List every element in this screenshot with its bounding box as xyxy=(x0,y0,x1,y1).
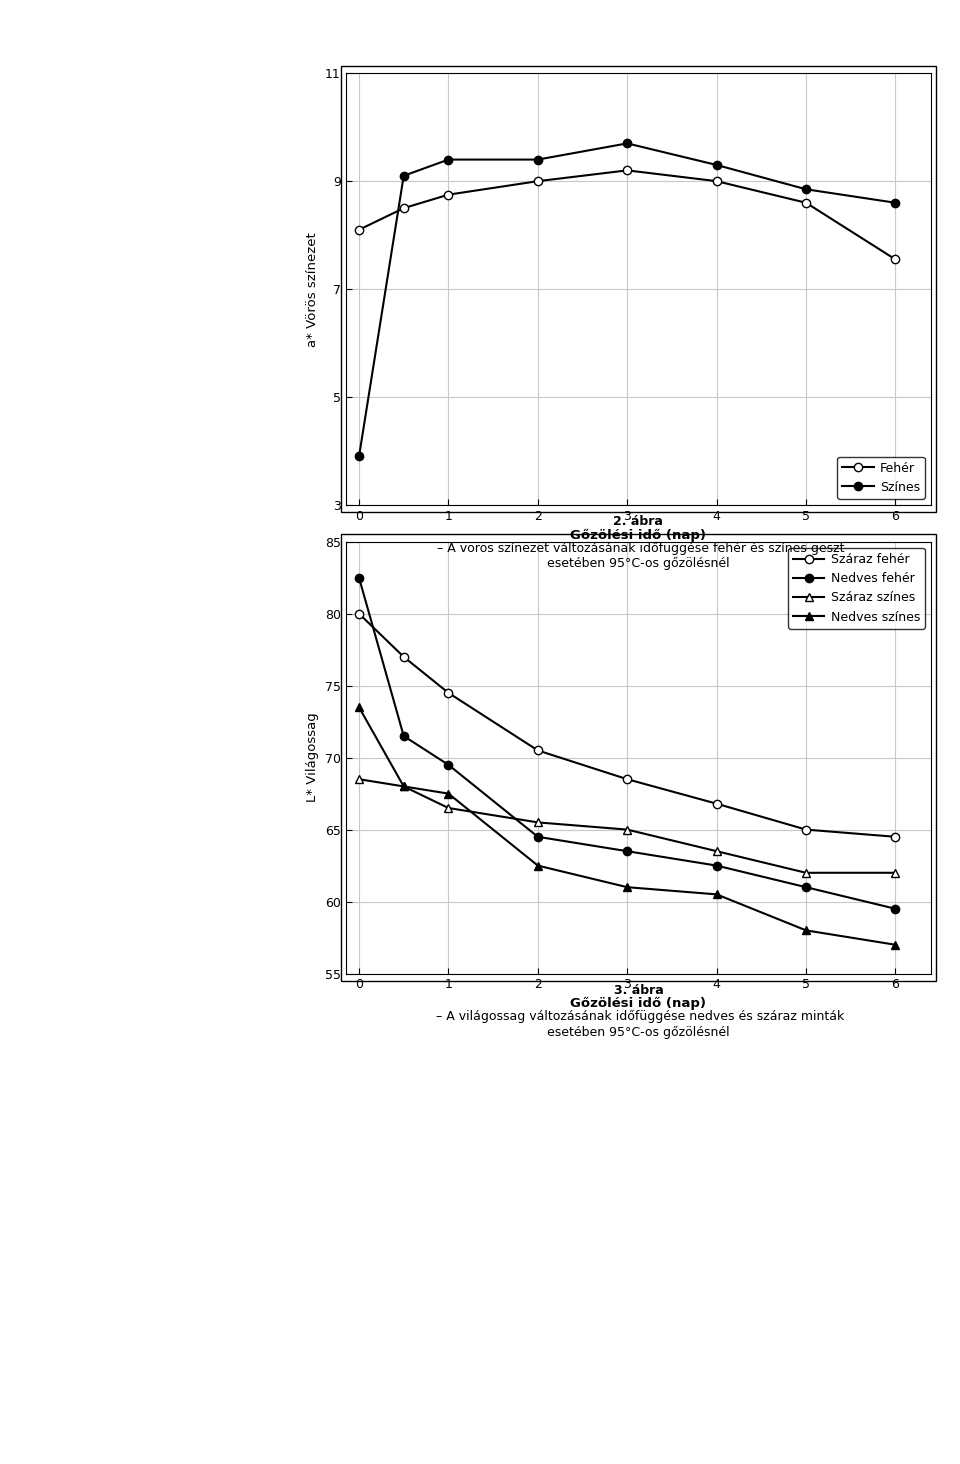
Nedves fehér xyxy=(621,842,633,859)
Száraz fehér xyxy=(890,829,901,846)
Száraz fehér xyxy=(532,742,543,760)
Text: – A vörös színezet változásának időfüggése fehér és színes geszt
esetében 95°C-o: – A vörös színezet változásának időfüggé… xyxy=(433,542,844,569)
Line: Fehér: Fehér xyxy=(355,167,900,264)
Nedves színes xyxy=(443,785,454,802)
Száraz színes xyxy=(443,799,454,817)
Színes xyxy=(801,180,812,198)
Fehér xyxy=(801,195,812,212)
Száraz színes xyxy=(621,821,633,839)
X-axis label: Gőzölési idő (nap): Gőzölési idő (nap) xyxy=(570,529,707,542)
Száraz fehér xyxy=(398,649,410,666)
Text: – A világossag változásának időfüggése nedves és száraz minták
esetében 95°C-os : – A világossag változásának időfüggése n… xyxy=(432,1010,845,1038)
Színes xyxy=(621,135,633,152)
Színes xyxy=(710,157,722,174)
Száraz színes xyxy=(890,864,901,881)
Száraz színes xyxy=(710,842,722,859)
Száraz fehér xyxy=(443,684,454,701)
Line: Színes: Színes xyxy=(355,139,900,461)
Line: Száraz fehér: Száraz fehér xyxy=(355,609,900,840)
Nedves fehér xyxy=(890,900,901,918)
Száraz színes xyxy=(532,814,543,832)
Színes xyxy=(443,151,454,168)
Fehér xyxy=(710,173,722,190)
Nedves színes xyxy=(532,856,543,874)
Nedves színes xyxy=(801,922,812,940)
Nedves fehér xyxy=(710,856,722,874)
Nedves színes xyxy=(621,878,633,896)
Nedves színes xyxy=(398,777,410,795)
Legend: Fehér, Színes: Fehér, Színes xyxy=(837,457,924,499)
Y-axis label: a* Vörös színezet: a* Vörös színezet xyxy=(306,231,320,347)
Száraz színes xyxy=(398,777,410,795)
Száraz színes xyxy=(801,864,812,881)
Nedves színes xyxy=(353,698,365,716)
Y-axis label: L* Világossag: L* Világossag xyxy=(306,713,319,802)
Száraz fehér xyxy=(353,605,365,622)
Fehér xyxy=(621,161,633,179)
Nedves színes xyxy=(710,886,722,903)
Színes xyxy=(398,167,410,184)
Nedves fehér xyxy=(532,829,543,846)
Nedves fehér xyxy=(443,755,454,773)
Text: 3. ábra: 3. ábra xyxy=(613,984,663,997)
Száraz fehér xyxy=(621,770,633,788)
Fehér xyxy=(398,199,410,217)
Száraz fehér xyxy=(801,821,812,839)
Színes xyxy=(890,195,901,212)
Száraz színes xyxy=(353,770,365,788)
Fehér xyxy=(353,221,365,239)
Line: Nedves színes: Nedves színes xyxy=(355,703,900,949)
Fehér xyxy=(532,173,543,190)
X-axis label: Gőzölési idő (nap): Gőzölési idő (nap) xyxy=(570,997,707,1010)
Line: Száraz színes: Száraz színes xyxy=(355,774,900,877)
Nedves fehér xyxy=(398,728,410,745)
Line: Nedves fehér: Nedves fehér xyxy=(355,574,900,914)
Színes xyxy=(353,448,365,466)
Nedves fehér xyxy=(353,569,365,587)
Fehér xyxy=(443,186,454,203)
Színes xyxy=(532,151,543,168)
Nedves színes xyxy=(890,935,901,953)
Fehér xyxy=(890,250,901,268)
Nedves fehér xyxy=(801,878,812,896)
Legend: Száraz fehér, Nedves fehér, Száraz színes, Nedves színes: Száraz fehér, Nedves fehér, Száraz színe… xyxy=(788,548,924,628)
Text: 2. ábra: 2. ábra xyxy=(613,515,663,529)
Száraz fehér xyxy=(710,795,722,813)
